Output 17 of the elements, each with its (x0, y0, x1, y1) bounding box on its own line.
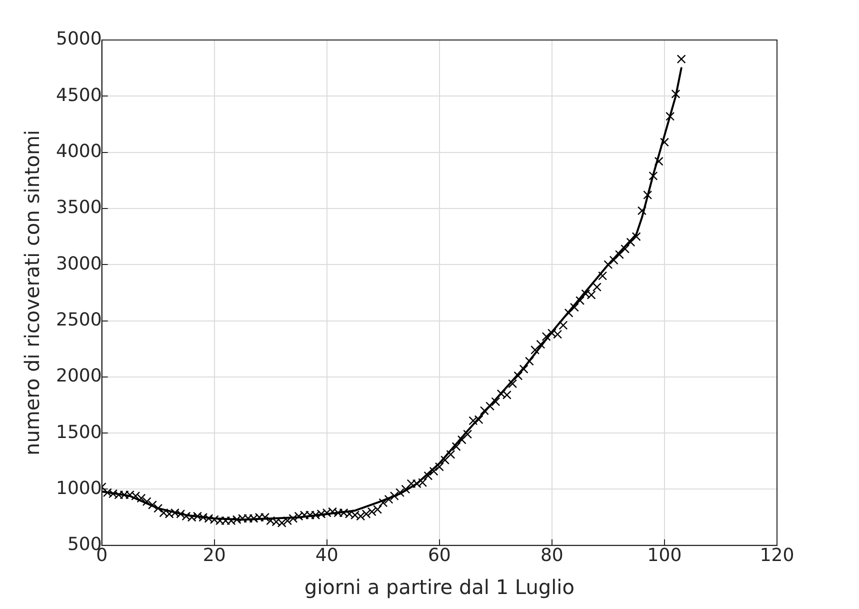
y-tick-label: 2000 (56, 366, 102, 387)
x-axis-title: giorni a partire dal 1 Luglio (304, 575, 574, 600)
y-tick-label: 3000 (56, 253, 102, 274)
x-tick-label: 20 (202, 544, 226, 566)
y-tick-label: 2500 (56, 309, 102, 330)
y-axis-title: numero di ricoverati con sintomi (20, 130, 44, 456)
y-tick-label: 4000 (56, 140, 102, 162)
y-tick-label: 3500 (56, 197, 102, 218)
y-tick-label: 4500 (56, 84, 102, 106)
x-tick-label: 120 (760, 544, 794, 566)
y-tick-label: 1000 (56, 478, 102, 499)
x-tick-label: 60 (428, 544, 451, 566)
x-tick-label: 80 (540, 544, 564, 566)
x-tick-label: 40 (315, 544, 338, 566)
y-tick-label: 1500 (56, 422, 102, 443)
y-tick-label: 5000 (56, 28, 102, 50)
x-tick-label: 100 (647, 544, 682, 566)
